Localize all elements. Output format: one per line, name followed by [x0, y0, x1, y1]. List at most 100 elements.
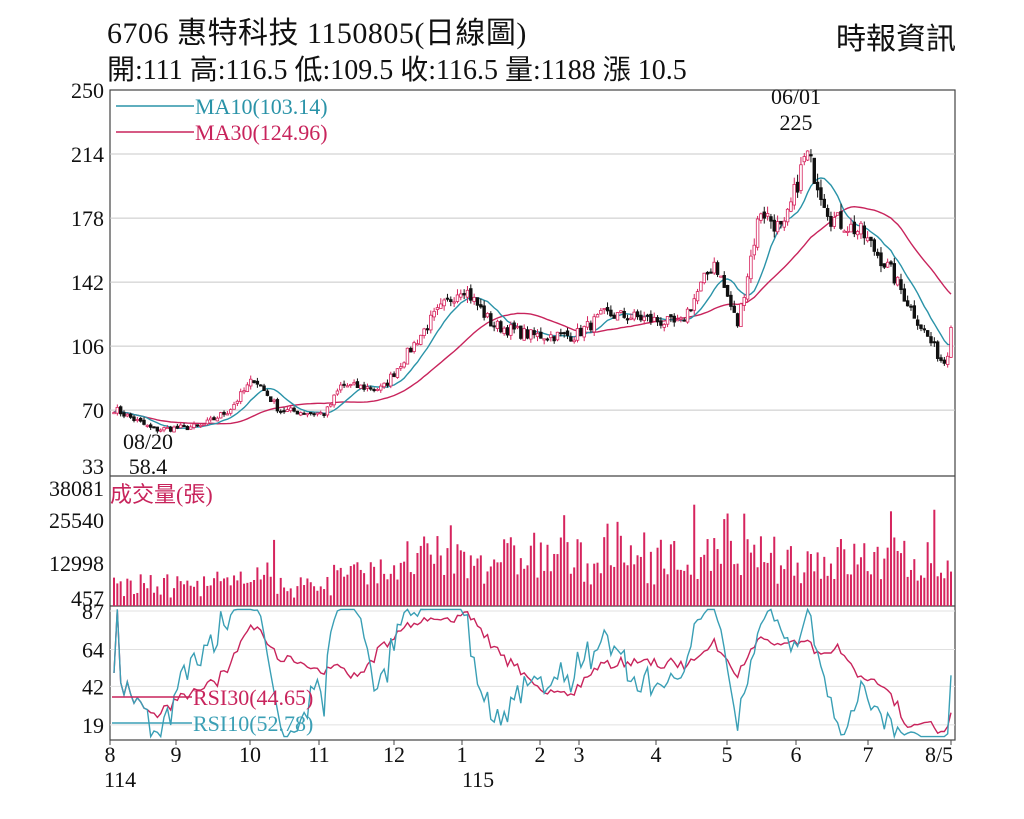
volume-bar [869, 574, 872, 606]
candle-body [409, 347, 413, 353]
volume-bar [486, 571, 489, 606]
volume-bar [826, 575, 829, 606]
volume-bar [369, 562, 372, 606]
candle-body [675, 319, 680, 322]
candle-body [645, 314, 650, 317]
volume-bar [416, 553, 419, 606]
candle-body [612, 314, 616, 319]
candle-body [599, 309, 603, 315]
candle-body [549, 334, 553, 339]
candle-body [532, 330, 536, 336]
candle-body [345, 385, 350, 388]
volume-bar [523, 568, 526, 606]
volume-bar [776, 583, 779, 606]
volume-bar [129, 580, 132, 606]
volume-bar [699, 557, 702, 606]
volume-tick-label: 25540 [49, 508, 104, 533]
candle-body [889, 261, 893, 265]
candle-body [215, 417, 220, 422]
candle-body [178, 424, 183, 429]
x-tick-label: 8 [105, 742, 116, 767]
volume-bar [943, 578, 946, 606]
candle-body [822, 198, 826, 208]
volume-bar [576, 539, 579, 606]
x-tick-label: 12 [383, 742, 405, 767]
candle-body [905, 300, 910, 307]
candle-body [489, 313, 493, 327]
candle-body [615, 312, 620, 321]
volume-bar [723, 519, 726, 606]
candle-body [142, 419, 146, 425]
volume-bar [853, 543, 856, 606]
candle-body [172, 426, 176, 433]
volume-bar [489, 566, 492, 606]
volume-bar [819, 578, 822, 606]
candle-body [245, 384, 250, 392]
candle-body [545, 338, 550, 341]
candle-body [385, 382, 390, 386]
volume-bar [193, 586, 196, 606]
volume-bar [683, 570, 686, 606]
volume-bar [806, 551, 809, 606]
volume-bar [883, 558, 886, 606]
volume-bar [346, 574, 349, 606]
volume-bar [276, 593, 279, 606]
volume-bar [933, 509, 936, 606]
volume-bar [793, 575, 796, 606]
candle-body [842, 230, 846, 233]
candle-body [602, 308, 606, 311]
candle-body [449, 299, 453, 303]
volume-bar [189, 585, 192, 606]
candle-body [319, 412, 323, 415]
candle-body [619, 310, 623, 313]
candle-body [249, 378, 253, 387]
volume-bar [950, 571, 952, 606]
volume-bar [143, 583, 146, 606]
candle-body [929, 336, 933, 344]
volume-bar [409, 572, 412, 606]
volume-bar [829, 563, 832, 606]
volume-bar [766, 562, 769, 606]
volume-bar [449, 525, 452, 606]
volume-bar [179, 581, 182, 606]
volume-bar [653, 584, 656, 606]
volume-bar [919, 575, 922, 606]
candle-body [259, 384, 263, 387]
volume-bar [716, 549, 719, 606]
volume-bar [559, 537, 562, 606]
rsi30-line [113, 609, 952, 735]
volume-bar [196, 580, 199, 606]
candle-body [919, 324, 923, 329]
volume-bar [599, 573, 602, 606]
candle-body [155, 426, 160, 432]
volume-bar [356, 562, 359, 606]
candle-body [515, 326, 520, 329]
candle-body [412, 342, 416, 352]
volume-bar [256, 567, 259, 606]
candle-body [792, 184, 796, 206]
low-value-annotation: 58.4 [129, 454, 168, 479]
volume-bar [669, 544, 672, 606]
volume-bar [846, 574, 849, 606]
volume-bar [396, 579, 399, 606]
volume-bar [656, 547, 659, 606]
volume-bar [466, 578, 469, 606]
volume-bar [413, 574, 416, 606]
volume-bar [153, 592, 156, 606]
volume-bar [226, 577, 229, 606]
candle-body [325, 406, 330, 416]
candle-body [359, 384, 363, 389]
x-tick-label: 2 [535, 742, 546, 767]
volume-bar [366, 584, 369, 606]
candle-body [662, 324, 666, 328]
candle-body [695, 291, 700, 302]
candle-body [682, 319, 686, 322]
volume-bar [399, 562, 402, 606]
volume-bar [896, 550, 899, 606]
candle-body [389, 373, 393, 387]
candle-body [939, 357, 943, 361]
volume-bar [566, 542, 569, 606]
candle-body [305, 412, 310, 416]
volume-bar [296, 586, 299, 606]
volume-bar [363, 573, 366, 606]
